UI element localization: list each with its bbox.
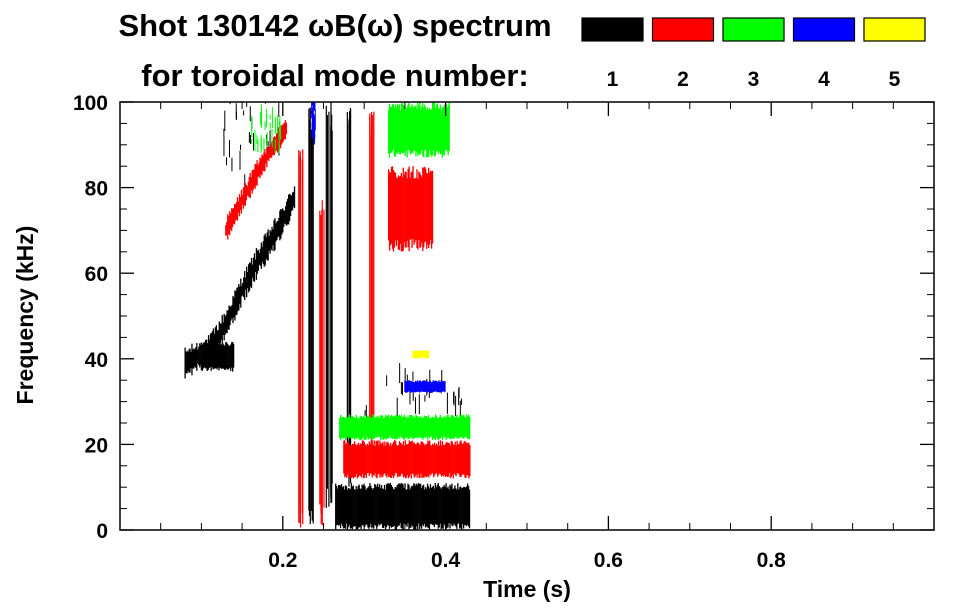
- y-tick-label: 60: [85, 263, 108, 286]
- mode-4-fringe-1: [310, 102, 316, 145]
- legend: 1 2 3 4 5: [581, 17, 926, 91]
- legend-swatch-4: [792, 17, 856, 42]
- mode-3-patch-1: [387, 102, 450, 158]
- mode-2-band-4: [343, 440, 471, 479]
- mode-2-broadband_column-3: [369, 111, 375, 443]
- series-mode-3: [251, 102, 471, 441]
- mode-5-patch-0: [412, 350, 430, 359]
- mode-2-broadband_column-1: [298, 149, 304, 528]
- series-mode-4: [310, 102, 446, 393]
- legend-label-3: 3: [748, 68, 760, 91]
- mode-2-chirp-0: [225, 120, 288, 240]
- mode-3-band-0: [339, 414, 471, 441]
- mode-1-broadband_column-2: [308, 107, 314, 525]
- y-tick-label: 0: [96, 520, 108, 543]
- series-mode-5: [412, 350, 430, 359]
- x-tick-label: 0.6: [594, 549, 623, 572]
- chart-title-line1: Shot 130142 ωB(ω) spectrum: [118, 8, 551, 43]
- series-mode-2: [225, 111, 471, 528]
- legend-swatch-1: [581, 17, 644, 42]
- plot-frame: [119, 101, 935, 531]
- mode-1-band-5: [335, 482, 471, 530]
- y-axis-label: Frequency (kHz): [12, 226, 38, 405]
- y-tick-label: 20: [85, 434, 108, 457]
- legend-label-2: 2: [677, 68, 689, 91]
- mode-4-band-0: [404, 380, 446, 393]
- mode-1-patch-1: [200, 341, 235, 372]
- mode-1-broadband_column-3: [325, 102, 333, 508]
- series-mode-1: [184, 102, 471, 530]
- plot-axes: 0.2 0.4 0.6 0.8 0 20 40 60 80 100: [73, 92, 935, 572]
- x-tick-label: 0.8: [757, 549, 787, 572]
- chart-title-line2: for toroidal mode number:: [141, 58, 529, 93]
- x-axis-label: Time (s): [483, 576, 571, 602]
- mode-2-broadband_column-2: [319, 200, 325, 526]
- spectrum-data: [184, 102, 471, 530]
- y-tick-label: 100: [73, 92, 108, 115]
- legend-swatch-5: [863, 17, 926, 42]
- mode-3-fringe-2: [251, 104, 282, 154]
- x-tick-label: 0.2: [268, 549, 297, 572]
- mode-2-patch-5: [387, 166, 434, 252]
- legend-label-4: 4: [818, 68, 830, 91]
- y-tick-label: 40: [85, 349, 108, 372]
- legend-label-5: 5: [889, 68, 901, 91]
- x-tick-label: 0.4: [431, 549, 461, 572]
- legend-label-1: 1: [607, 68, 619, 91]
- legend-swatch-2: [651, 17, 715, 42]
- legend-swatch-3: [722, 17, 785, 42]
- y-tick-label: 80: [85, 178, 108, 201]
